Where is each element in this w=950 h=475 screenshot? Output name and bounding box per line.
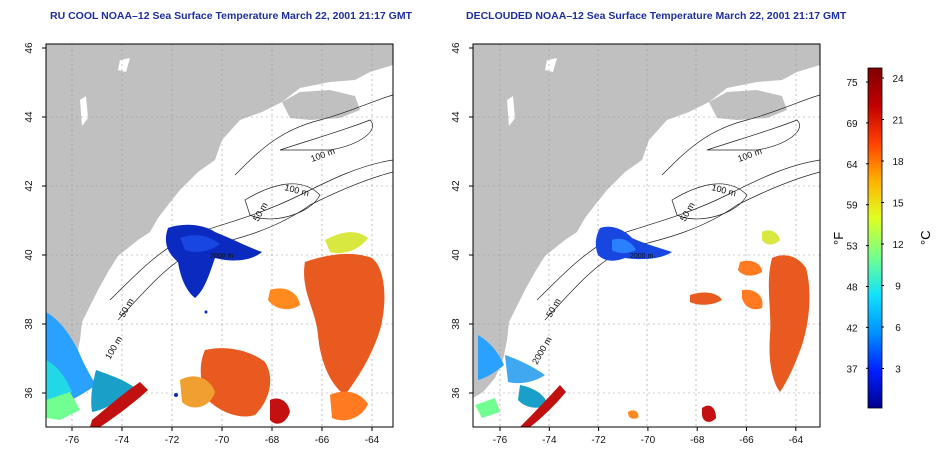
y-tick-label: 46 [24,42,35,54]
y-tick-label: 44 [451,111,462,123]
contour-label: 2000 m [630,253,654,260]
y-tick-label: 36 [451,387,462,399]
sst-warm-patches [628,230,810,422]
y-tick-label: 38 [451,318,462,330]
sst-coastal-waters [46,312,148,427]
y-tick-label: 44 [24,111,35,123]
x-tick-label: -74 [115,435,130,446]
y-tick-label: 46 [451,42,462,54]
colorbar-gradient [867,67,883,409]
contour-label: 2000 m [210,253,234,260]
fahrenheit-tick-label: 75 [846,78,858,89]
left-map: 100 m 100 m 50 m 2000 m 50 m 100 m [45,43,394,428]
left-panel-title: RU COOL NOAA–12 Sea Surface Temperature … [50,10,413,22]
y-tick-label: 40 [24,249,35,261]
axis-ticks: -76 -74 -72 -70 -68 -66 -64 36 38 40 42 44 46 -76 -74 -… [24,42,803,446]
fahrenheit-tick-label: 37 [846,364,858,375]
fahrenheit-tick-label: 53 [846,242,858,253]
celsius-tick-label: 12 [892,240,904,251]
fahrenheit-tick-label: 64 [846,160,858,171]
fahrenheit-tick-label: 48 [846,283,858,294]
x-tick-label: -72 [591,435,606,446]
sst-coastal-waters [475,335,566,427]
fahrenheit-tick-label: 69 [846,119,858,130]
x-tick-label: -70 [215,435,230,446]
sst-cold-plume [595,226,672,261]
x-tick-label: -76 [65,435,80,446]
right-panel-title: DECLOUDED NOAA–12 Sea Surface Temperatur… [466,10,847,22]
fahrenheit-tick-label: 59 [846,201,858,212]
right-map: 100 m 100 m 50 m 2000 m 50 m 2000 m [472,43,821,428]
coastline-land [46,44,393,398]
x-tick-label: -68 [690,435,705,446]
depth-contours [109,94,393,321]
sst-cold-plume [165,224,262,397]
x-tick-label: -72 [165,435,180,446]
celsius-tick-label: 18 [892,157,904,168]
x-tick-label: -66 [739,435,754,446]
x-tick-label: -70 [641,435,656,446]
sst-warm-patches [180,232,385,424]
x-tick-label: -66 [315,435,330,446]
celsius-label: °C [918,230,933,245]
coastline-land [473,44,820,398]
celsius-tick-label: 6 [895,323,901,334]
celsius-tick-label: 9 [895,282,901,293]
x-tick-label: -64 [789,435,804,446]
celsius-tick-label: 3 [895,365,901,376]
x-tick-label: -76 [493,435,508,446]
x-tick-label: -74 [542,435,557,446]
fahrenheit-tick-label: 42 [846,323,858,334]
colorbar: 75 69 64 59 53 48 42 37 24 21 18 15 12 9 6 3 °F °C [831,67,933,409]
celsius-tick-label: 21 [892,116,904,127]
celsius-tick-label: 15 [892,199,904,210]
celsius-tick-label: 24 [892,74,904,85]
depth-contours [536,94,820,321]
y-tick-label: 38 [24,318,35,330]
fahrenheit-label: °F [831,232,846,245]
y-tick-label: 40 [451,249,462,261]
y-tick-label: 42 [24,180,35,192]
y-tick-label: 42 [451,180,462,192]
x-tick-label: -68 [265,435,280,446]
y-tick-label: 36 [24,387,35,399]
x-tick-label: -64 [365,435,380,446]
